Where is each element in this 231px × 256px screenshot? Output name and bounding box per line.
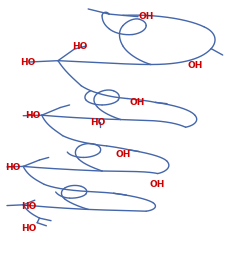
Text: OH: OH <box>149 180 164 189</box>
Text: HO: HO <box>21 202 36 211</box>
Text: OH: OH <box>129 98 145 107</box>
Text: HO: HO <box>72 41 87 51</box>
Text: HO: HO <box>5 163 20 172</box>
Text: OH: OH <box>116 150 131 159</box>
Text: HO: HO <box>20 58 35 67</box>
Text: HO: HO <box>21 224 36 233</box>
Text: HO: HO <box>90 118 105 127</box>
Text: OH: OH <box>187 61 202 70</box>
Text: HO: HO <box>25 111 41 120</box>
Text: OH: OH <box>137 12 153 21</box>
